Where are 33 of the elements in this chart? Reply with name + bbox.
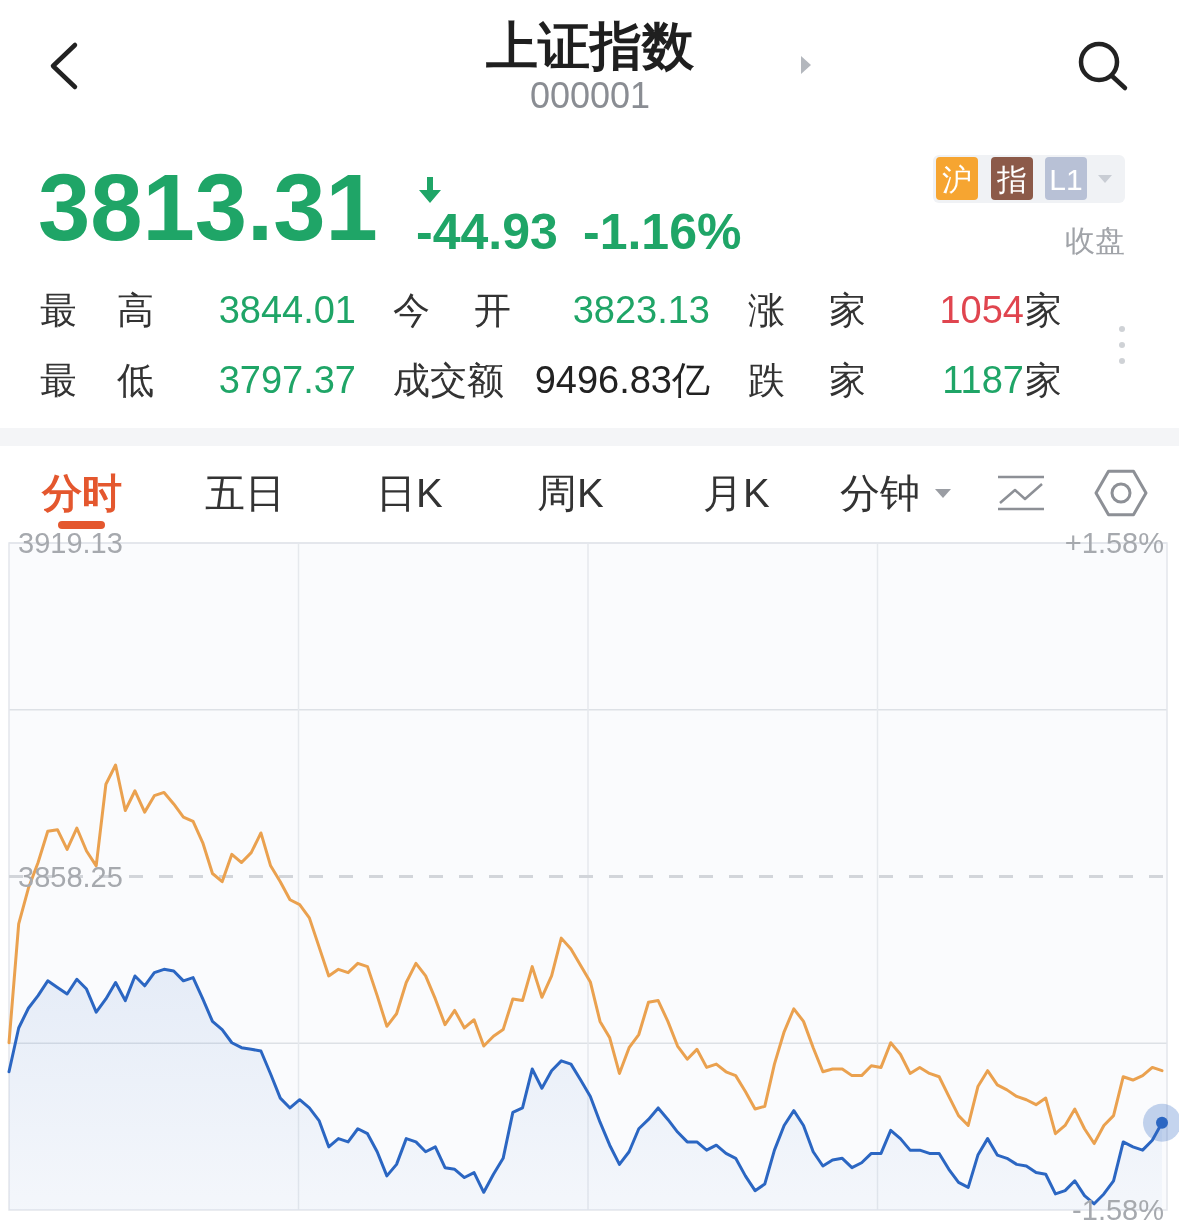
text: 跌 家 <box>748 360 867 401</box>
text: 月K <box>703 471 770 515</box>
text: 家 <box>1025 290 1062 331</box>
text: 1054 <box>939 289 1024 331</box>
text: 指 <box>996 163 1027 196</box>
y2-tick-label: -1.58% <box>1072 1194 1164 1226</box>
text: -44.93 <box>416 204 558 260</box>
text: 分钟 <box>840 471 920 515</box>
text: -1.16% <box>583 204 742 260</box>
text: 成交额 <box>393 360 504 401</box>
text: 沪 <box>942 163 972 196</box>
text: 3813.31 <box>38 155 378 260</box>
chart-title: 上证指数 <box>486 17 695 75</box>
y-tick-label: 3919.13 <box>18 527 123 559</box>
text: 3844.01 <box>218 289 356 331</box>
text: 日K <box>376 471 443 515</box>
text: 家 <box>1025 360 1062 401</box>
text: 最 低 <box>40 360 155 401</box>
text: 分时 <box>41 471 122 515</box>
text: 涨 家 <box>748 290 867 331</box>
text: 3797.37 <box>218 359 356 401</box>
y2-tick-label: +1.58% <box>1064 527 1164 559</box>
text: 收盘 <box>1065 224 1125 257</box>
line-series <box>7 763 1164 1146</box>
text: 9496.83亿 <box>534 359 710 401</box>
text: 五日 <box>205 471 285 515</box>
text: 周K <box>537 471 604 515</box>
text: 今 开 <box>393 290 512 331</box>
text: L1 <box>1049 163 1083 196</box>
text: 1187 <box>942 359 1024 401</box>
text: 最 高 <box>40 290 155 331</box>
text: 3823.13 <box>572 289 710 331</box>
chart-subtitle: 000001 <box>529 75 651 116</box>
